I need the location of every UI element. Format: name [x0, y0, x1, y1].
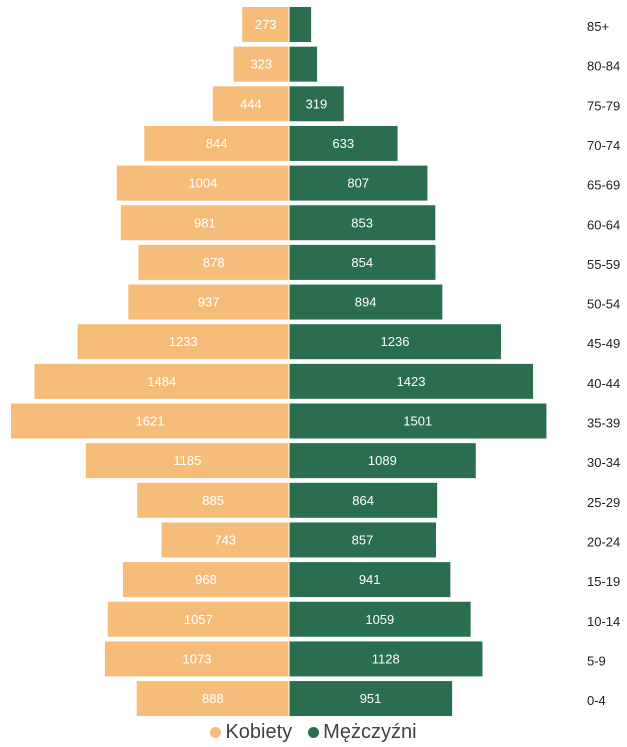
label-male-35-39: 1501 [403, 414, 432, 429]
label-male-0-4: 951 [360, 691, 382, 706]
age-label-50-54: 50-54 [587, 297, 620, 312]
label-male-45-49: 1236 [381, 334, 410, 349]
age-label-85+: 85+ [587, 19, 609, 34]
legend-item-male: Mężczyźni [308, 721, 417, 744]
age-label-30-34: 30-34 [587, 455, 620, 470]
bar-male-15-19 [289, 562, 451, 598]
label-female-10-14: 1057 [184, 612, 213, 627]
bar-male-85+ [289, 7, 312, 42]
age-label-40-44: 40-44 [587, 376, 620, 391]
bar-male-80-84 [289, 46, 318, 82]
bar-male-0-4 [289, 681, 453, 717]
label-female-20-24: 743 [214, 532, 236, 547]
legend-swatch-male [308, 727, 320, 738]
age-label-15-19: 15-19 [587, 574, 620, 589]
age-label-70-74: 70-74 [587, 138, 620, 153]
bar-female-35-39 [11, 403, 289, 439]
bar-female-80-84 [233, 46, 289, 82]
label-female-35-39: 1621 [136, 414, 165, 429]
age-label-75-79: 75-79 [587, 98, 620, 113]
bar-female-55-59 [138, 244, 289, 280]
age-label-55-59: 55-59 [587, 257, 620, 272]
age-label-60-64: 60-64 [587, 217, 620, 232]
age-label-65-69: 65-69 [587, 178, 620, 193]
bar-female-65-69 [116, 165, 289, 201]
bar-female-75-79 [212, 86, 289, 122]
label-male-20-24: 857 [352, 532, 374, 547]
age-label-10-14: 10-14 [587, 614, 620, 629]
bar-male-75-79 [289, 86, 344, 122]
legend-swatch-female [210, 727, 222, 738]
bar-female-60-64 [120, 205, 290, 241]
label-female-70-74: 844 [206, 136, 228, 151]
label-male-10-14: 1059 [365, 612, 394, 627]
label-female-40-44: 1484 [147, 374, 176, 389]
legend-label-female: Kobiety [225, 721, 293, 743]
label-female-5-9: 1073 [183, 651, 212, 666]
bar-female-85+ [242, 7, 289, 42]
bar-female-15-19 [122, 562, 290, 598]
label-male-75-79: 319 [306, 96, 328, 111]
label-female-45-49: 1233 [169, 334, 198, 349]
bar-female-45-49 [77, 324, 289, 360]
bar-male-5-9 [289, 641, 483, 677]
bar-female-70-74 [144, 125, 289, 161]
bar-female-40-44 [34, 363, 289, 399]
bar-female-0-4 [136, 681, 289, 717]
label-male-50-54: 894 [355, 295, 377, 310]
age-label-20-24: 20-24 [587, 534, 620, 549]
bar-female-10-14 [107, 601, 289, 637]
label-female-30-34: 1185 [173, 453, 201, 468]
legend: Kobiety Mężczyźni [0, 721, 627, 744]
bar-male-45-49 [289, 324, 501, 360]
label-female-50-54: 937 [198, 295, 220, 310]
label-female-0-4: 888 [202, 691, 224, 706]
bar-female-30-34 [85, 443, 290, 479]
bar-male-25-29 [289, 482, 438, 518]
age-label-80-84: 80-84 [587, 59, 620, 74]
label-female-55-59: 878 [203, 255, 225, 270]
label-male-30-34: 1089 [368, 453, 397, 468]
age-label-5-9: 5-9 [587, 653, 606, 668]
label-male-5-9: 1128 [372, 651, 400, 666]
label-male-65-69: 807 [347, 176, 369, 191]
bar-female-5-9 [104, 641, 289, 677]
bar-male-40-44 [289, 363, 534, 399]
legend-item-female: Kobiety [210, 721, 292, 744]
bar-female-20-24 [161, 522, 289, 558]
bar-female-25-29 [137, 482, 289, 518]
bar-male-50-54 [289, 284, 443, 320]
bar-female-50-54 [128, 284, 289, 320]
label-male-60-64: 853 [351, 215, 373, 230]
label-female-80-84: 323 [250, 57, 272, 72]
label-female-75-79: 444 [240, 96, 262, 111]
legend-label-male: Mężczyźni [323, 721, 417, 743]
label-male-25-29: 864 [352, 493, 374, 508]
age-label-25-29: 25-29 [587, 495, 620, 510]
label-female-60-64: 981 [194, 215, 216, 230]
label-male-40-44: 1423 [397, 374, 426, 389]
label-female-15-19: 968 [195, 572, 217, 587]
age-label-45-49: 45-49 [587, 336, 620, 351]
age-label-35-39: 35-39 [587, 416, 620, 431]
label-male-55-59: 854 [351, 255, 373, 270]
label-male-15-19: 941 [359, 572, 381, 587]
bar-male-20-24 [289, 522, 436, 558]
label-female-65-69: 1004 [188, 176, 217, 191]
label-female-85+: 273 [255, 17, 277, 32]
bar-male-10-14 [289, 601, 471, 637]
label-male-70-74: 633 [332, 136, 354, 151]
bar-male-55-59 [289, 244, 436, 280]
bar-male-60-64 [289, 205, 436, 241]
bar-male-65-69 [289, 165, 428, 201]
bar-male-70-74 [289, 125, 398, 161]
bar-male-30-34 [289, 443, 476, 479]
age-label-0-4: 0-4 [587, 693, 606, 708]
bar-male-35-39 [289, 403, 547, 439]
label-female-25-29: 885 [202, 493, 224, 508]
